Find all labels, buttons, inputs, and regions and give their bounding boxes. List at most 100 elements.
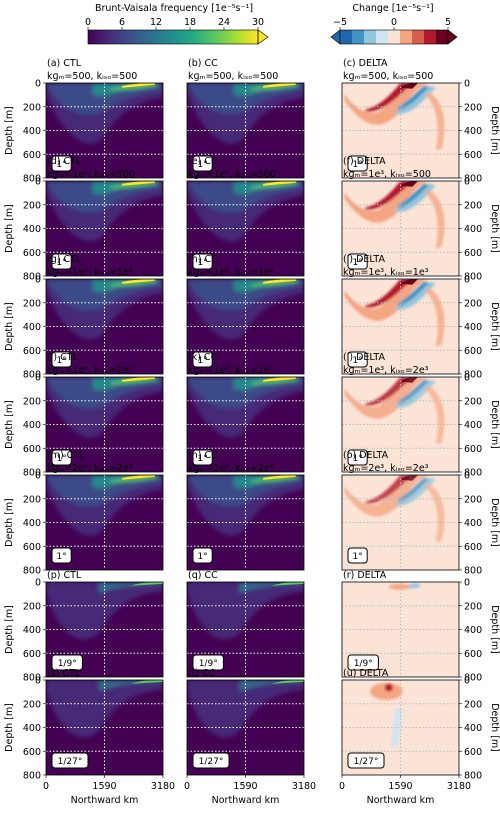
y-tick-label: 0 bbox=[464, 275, 470, 286]
field-peak bbox=[122, 181, 155, 186]
y-tick-label: 200 bbox=[464, 200, 482, 211]
resolution-badge bbox=[51, 253, 72, 270]
resolution-badge bbox=[347, 449, 368, 466]
resolution-badge bbox=[347, 547, 368, 564]
panel-frame bbox=[186, 376, 305, 473]
resolution-label: 1/27° bbox=[354, 757, 379, 767]
resolution-label: 1° bbox=[352, 258, 362, 268]
resolution-badge bbox=[347, 752, 385, 769]
panel-params: kɡₘ=1e³, kᵢₛₒ=2e³ bbox=[343, 365, 429, 376]
y-tick-label: 800 bbox=[464, 468, 482, 479]
panel-params: kɡₘ=500, kᵢₛₒ=500 bbox=[343, 71, 433, 82]
field-level-2 bbox=[98, 582, 163, 594]
resolution-label: 1° bbox=[197, 454, 207, 464]
y-tick-label: 600 bbox=[464, 150, 482, 161]
y-tick-label: 200 bbox=[23, 601, 41, 612]
panel-title: (s) CTL bbox=[47, 668, 81, 679]
panel-title: (q) CC bbox=[188, 570, 218, 581]
y-axis-label: Depth [m] bbox=[489, 106, 500, 155]
panel-params: kɡₘ=1e³, kᵢₛₒ=500 bbox=[47, 169, 135, 180]
panel-title: (b) CC bbox=[188, 58, 218, 69]
y-tick-label: 600 bbox=[464, 542, 482, 553]
resolution-label: 1° bbox=[352, 356, 362, 366]
field-peak bbox=[263, 279, 296, 284]
resolution-badge bbox=[192, 752, 230, 769]
y-tick-label: 600 bbox=[464, 444, 482, 455]
y-tick-label: 0 bbox=[35, 177, 41, 188]
y-axis-label: Depth [m] bbox=[489, 498, 500, 547]
panel-params: kɡₘ=1e³, kᵢₛₒ=1e³ bbox=[188, 267, 274, 278]
resolution-badge bbox=[51, 449, 72, 466]
colorbar-left: Brunt-Vaisala frequency [1e⁻⁵s⁻¹] 0 6 12 18… bbox=[85, 3, 269, 45]
panel-frame bbox=[186, 278, 305, 375]
delta-negative-cell bbox=[408, 583, 421, 589]
delta-positive-peak bbox=[400, 475, 419, 481]
field-peak bbox=[263, 377, 296, 382]
delta-positive-band bbox=[344, 279, 430, 321]
field-peak bbox=[122, 83, 155, 88]
colorbar-right-tick-label: 5 bbox=[445, 17, 451, 28]
field-peak bbox=[263, 83, 296, 88]
y-tick-label: 600 bbox=[464, 747, 482, 758]
y-tick-label: 200 bbox=[464, 396, 482, 407]
x-tick-label: 3180 bbox=[447, 781, 471, 792]
panel-title: (n) CC bbox=[188, 450, 218, 461]
x-axis-label: Northward km bbox=[71, 795, 139, 806]
resolution-label: 1/27° bbox=[199, 757, 224, 767]
y-tick-label: 600 bbox=[23, 747, 41, 758]
y-tick-label: 800 bbox=[23, 566, 41, 577]
field-contours bbox=[46, 279, 163, 340]
colorbar-left-tick-label: 6 bbox=[119, 17, 125, 28]
field-level-2 bbox=[239, 680, 304, 692]
colorbar-left-tick-label: 12 bbox=[150, 17, 162, 28]
panel-p: (p) CTL 1/9° 0 200 400 600 800 Depth [m] bbox=[4, 570, 164, 684]
field-peak bbox=[263, 181, 296, 186]
y-tick-label: 0 bbox=[464, 471, 470, 482]
panel-field bbox=[342, 377, 459, 472]
colorbar-right: Change [1e⁻⁵s⁻¹] −5 0 5 bbox=[330, 3, 458, 45]
panel-title: (r) DELTA bbox=[343, 570, 387, 581]
y-tick-label: 200 bbox=[23, 699, 41, 710]
y-axis-label: Depth [m] bbox=[4, 400, 15, 449]
y-tick-label: 600 bbox=[464, 649, 482, 660]
delta-positive-limb bbox=[423, 190, 445, 248]
colorbar-left-tick-label: 24 bbox=[218, 17, 230, 28]
y-axis-label: Depth [m] bbox=[4, 605, 15, 654]
y-tick-label: 600 bbox=[464, 248, 482, 259]
delta-negative-band bbox=[391, 708, 403, 747]
y-tick-label: 800 bbox=[464, 771, 482, 782]
y-tick-label: 200 bbox=[23, 494, 41, 505]
y-tick-label: 400 bbox=[464, 518, 482, 529]
y-tick-label: 200 bbox=[464, 699, 482, 710]
panel-title: (j) CTL bbox=[47, 352, 79, 363]
panel-title: (a) CTL bbox=[47, 58, 82, 69]
resolution-label: 1° bbox=[352, 552, 362, 562]
colorbar-right-block bbox=[436, 30, 449, 44]
panel-params: kɡₘ=1e³, kᵢₛₒ=500 bbox=[343, 169, 431, 180]
panel-title: (t) CC bbox=[188, 668, 216, 679]
panel-title: (d) CTL bbox=[47, 156, 82, 167]
y-tick-label: 400 bbox=[464, 224, 482, 235]
panel-q: (q) CC 1/9° bbox=[186, 570, 305, 678]
y-tick-label: 400 bbox=[464, 723, 482, 734]
panel-field bbox=[187, 83, 304, 178]
resolution-label: 1° bbox=[56, 454, 66, 464]
delta-positive-band bbox=[344, 475, 430, 517]
colorbar-right-block bbox=[400, 30, 413, 44]
y-tick-label: 600 bbox=[23, 346, 41, 357]
colorbar-left-gradient bbox=[88, 30, 258, 44]
x-tick-label: 3180 bbox=[292, 781, 316, 792]
resolution-badge bbox=[192, 654, 224, 671]
x-tick-label: 1590 bbox=[92, 781, 116, 792]
resolution-label: 1/9° bbox=[58, 659, 77, 669]
resolution-badge bbox=[347, 155, 368, 172]
y-tick-label: 600 bbox=[23, 444, 41, 455]
y-tick-label: 400 bbox=[464, 322, 482, 333]
y-tick-label: 200 bbox=[464, 298, 482, 309]
y-tick-label: 0 bbox=[35, 373, 41, 384]
